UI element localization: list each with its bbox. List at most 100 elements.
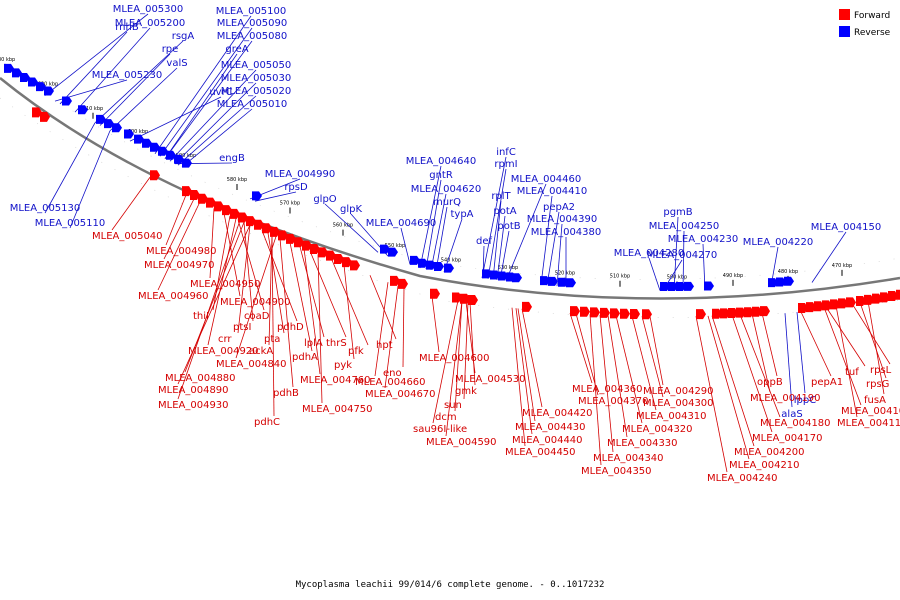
forward-gene — [390, 275, 400, 286]
reverse-leader-line — [496, 215, 506, 280]
reverse-gene — [112, 123, 122, 133]
reverse-leader-line — [109, 67, 178, 132]
reverse-gene — [96, 114, 106, 124]
forward-leader-line — [515, 308, 533, 435]
reverse-gene-label: def — [476, 236, 493, 247]
forward-leader-line — [569, 312, 593, 384]
forward-gene — [630, 309, 640, 320]
forward-leader-line — [445, 300, 463, 437]
forward-leader-line — [317, 254, 323, 404]
forward-leader-line — [575, 313, 599, 396]
forward-gene-label: MLEA_004950 — [190, 279, 261, 290]
reverse-gene — [566, 278, 576, 288]
forward-leader-line — [695, 316, 728, 473]
forward-leader-line — [165, 194, 187, 246]
reverse-gene — [380, 244, 390, 254]
forward-gene-label: MLEA_005040 — [92, 231, 163, 242]
reverse-gene-label: murQ — [433, 197, 461, 208]
reverse-gene-label: MLEA_004990 — [265, 169, 336, 180]
forward-gene-labels: MLEA_005040 MLEA_004980 MLEA_004970 MLEA_00… — [92, 231, 900, 484]
reverse-gene — [4, 63, 14, 73]
forward-leader-line — [599, 314, 614, 453]
forward-gene — [150, 170, 160, 181]
forward-gene-label: MLEA_004360 — [572, 384, 643, 395]
reverse-gene-label: lppC — [794, 395, 816, 406]
reverse-gene-label: MLEA_005030 — [221, 73, 292, 84]
kbp-tick-label: 510 kbp — [610, 274, 630, 280]
forward-gene-label: pdhD — [277, 322, 304, 333]
reverse-gene-label: glpO — [313, 194, 336, 205]
forward-leader-line — [343, 264, 355, 360]
forward-gene-label: pta — [264, 334, 280, 345]
forward-gene-label: MLEA_004980 — [146, 246, 217, 257]
forward-leader-line — [207, 218, 237, 346]
reverse-gene — [252, 191, 262, 201]
legend-reverse-swatch — [839, 26, 850, 37]
legend-reverse-label: Reverse — [854, 28, 891, 38]
reverse-leader-line — [69, 130, 111, 229]
forward-gene-label: coaD — [244, 311, 270, 322]
forward-leader-lines — [111, 177, 891, 473]
reverse-gene — [768, 278, 778, 288]
forward-leader-line — [707, 315, 750, 460]
forward-gene-label: pdhA — [292, 352, 318, 363]
reverse-gene-label: MLEA_005130 — [10, 203, 81, 214]
legend-forward-swatch — [839, 9, 850, 20]
forward-leader-line — [212, 215, 231, 311]
forward-leader-line — [261, 230, 298, 322]
reverse-gene-label: MLEA_005090 — [217, 18, 288, 29]
forward-leader-line — [454, 301, 463, 412]
genome-caption: Mycoplasma leachii 99/014/6 complete gen… — [296, 580, 605, 590]
reverse-gene-label: MLEA_005110 — [35, 218, 106, 229]
forward-gene-label: gmk — [455, 386, 477, 397]
reverse-gene — [388, 247, 398, 257]
reverse-gene — [434, 261, 444, 271]
forward-gene — [32, 107, 42, 118]
reverse-leader-line — [159, 27, 253, 157]
forward-leader-line — [589, 314, 602, 466]
forward-gene-label: MLEA_004890 — [158, 385, 229, 396]
forward-leader-line — [303, 248, 321, 375]
forward-gene-label: MLEA_004190 — [750, 393, 821, 404]
forward-gene-label: pdhC — [254, 417, 280, 428]
reverse-gene-label: rsgA — [172, 31, 195, 42]
forward-gene — [522, 301, 532, 312]
forward-gene-label: MLEA_004320 — [622, 424, 693, 435]
forward-gene-label: pdhB — [273, 388, 299, 399]
kbp-tick-label: 590 kbp — [176, 153, 196, 159]
forward-gene — [736, 307, 746, 318]
forward-gene — [238, 212, 248, 223]
reverse-leader-line — [154, 15, 252, 155]
forward-gene-label: MLEA_004920 — [188, 346, 259, 357]
reverse-gene — [512, 273, 522, 283]
reverse-gene-label: MLEA_004640 — [406, 156, 477, 167]
reverse-gene-label: MLEA_005200 — [115, 18, 186, 29]
reverse-leader-line — [181, 108, 253, 168]
forward-gene-label: MLEA_004110 — [837, 418, 900, 429]
reverse-leader-line — [487, 168, 507, 279]
kbp-ticks: 630 kbp 620 kbp 610 kbp 600 kbp 590 kbp 580 k… — [0, 57, 852, 288]
kbp-tick-label: 620 kbp — [38, 81, 58, 87]
forward-gene — [452, 292, 462, 303]
reverse-leader-line — [648, 257, 661, 291]
reverse-leader-line — [435, 206, 448, 271]
reverse-leader-line — [400, 227, 411, 265]
forward-leader-line — [631, 315, 657, 411]
forward-gene — [896, 289, 900, 300]
forward-gene-label: MLEA_004330 — [607, 438, 678, 449]
forward-gene — [342, 257, 352, 268]
forward-gene — [872, 293, 882, 304]
kbp-tick-label: 560 kbp — [333, 223, 353, 229]
reverse-leader-line — [682, 230, 685, 291]
reverse-gene-label: potB — [497, 221, 520, 232]
forward-gene-label: rpsG — [866, 379, 889, 390]
forward-gene — [580, 306, 590, 317]
reverse-gene — [182, 158, 192, 168]
forward-gene-label: MLEA_004900 — [220, 297, 291, 308]
forward-gene — [570, 306, 580, 317]
reverse-gene-label: MLEA_004620 — [411, 184, 482, 195]
kbp-tick-label: 600 kbp — [128, 129, 148, 135]
reverse-gene — [20, 73, 30, 83]
kbp-tick-label: 520 kbp — [555, 271, 575, 277]
reverse-leader-line — [505, 183, 547, 282]
